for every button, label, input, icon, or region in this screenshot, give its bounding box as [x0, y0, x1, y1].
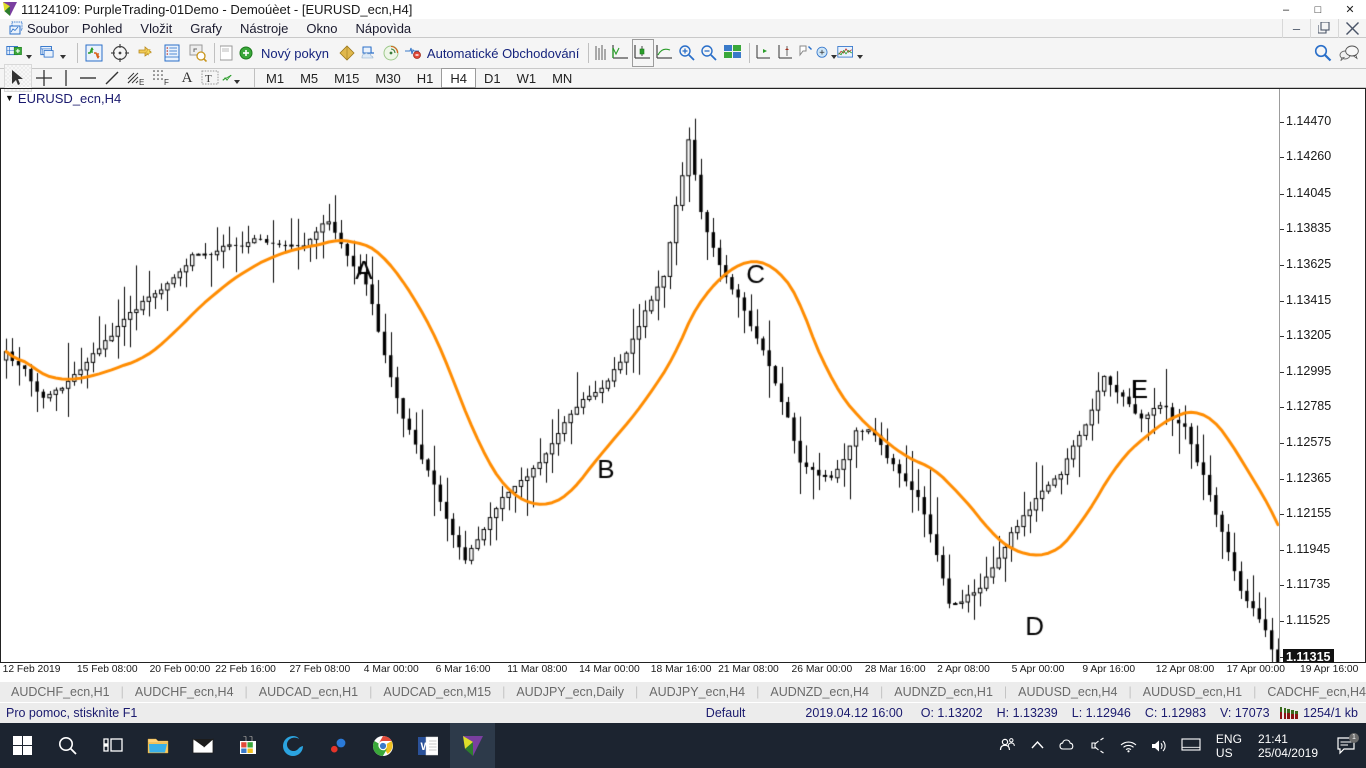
svg-text:T: T: [205, 73, 212, 85]
svg-text:F: F: [164, 78, 169, 86]
svg-text:E: E: [139, 78, 144, 86]
